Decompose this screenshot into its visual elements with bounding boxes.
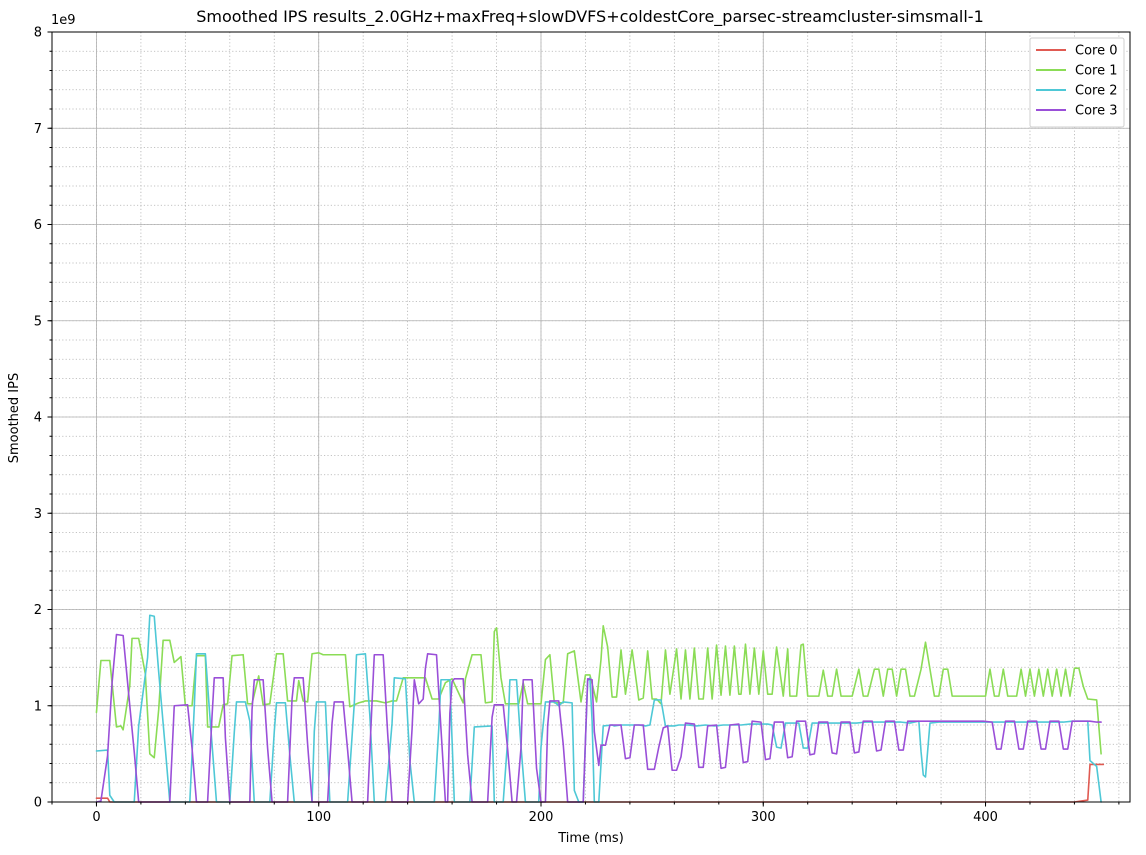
series-line-core-1 [95,625,1102,759]
plot-area [51,31,1131,803]
y-axis: 0 1 2 3 4 5 6 7 8 [34,26,52,811]
x-axis: 0 100 200 300 400 [51,802,1120,825]
y-tick-label: 6 [34,218,42,233]
x-tick-label: 0 [92,810,100,825]
y-axis-multiplier: 1e9 [51,13,76,28]
legend: Core 0 Core 1 Core 2 Core 3 [1029,37,1125,128]
x-tick-label: 300 [751,810,776,825]
y-tick-label: 8 [34,26,42,41]
y-axis-label: Smoothed IPS [7,373,22,463]
series-layer [95,614,1105,803]
x-tick-label: 400 [973,810,998,825]
legend-label-core-0: Core 0 [1075,44,1118,59]
y-tick-label: 4 [34,411,42,426]
chart-title: Smoothed IPS results_2.0GHz+maxFreq+slow… [196,7,984,27]
y-tick-label: 1 [34,699,42,714]
y-tick-label: 2 [34,603,42,618]
legend-box [1029,37,1125,128]
legend-label-core-2: Core 2 [1075,84,1118,99]
y-tick-label: 5 [34,314,42,329]
x-tick-label: 200 [529,810,554,825]
y-tick-label: 7 [34,122,42,137]
legend-items: Core 0 Core 1 Core 2 Core 3 [1036,44,1118,119]
y-tick-label: 3 [34,507,42,522]
series-line-core-2 [95,614,1102,803]
legend-label-core-3: Core 3 [1075,104,1118,119]
legend-label-core-1: Core 1 [1075,64,1118,79]
x-axis-label: Time (ms) [557,831,624,846]
x-tick-label: 100 [306,810,331,825]
y-tick-label: 0 [34,796,42,811]
series-line-core-3 [95,633,1102,803]
